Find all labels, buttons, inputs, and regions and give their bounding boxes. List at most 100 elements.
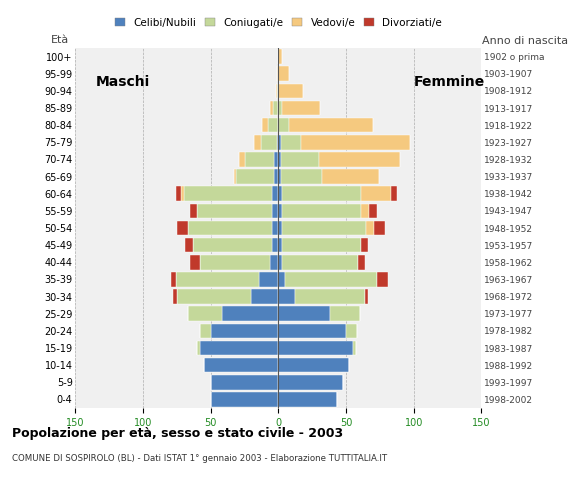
Bar [281, 135, 302, 150]
Bar [278, 272, 285, 287]
Bar [281, 152, 319, 167]
Bar [367, 221, 375, 235]
Bar [278, 341, 353, 355]
Bar [211, 392, 278, 407]
Bar [204, 358, 278, 372]
Text: Femmine: Femmine [414, 75, 485, 89]
Bar [282, 255, 358, 270]
Bar [277, 84, 278, 98]
Bar [353, 341, 356, 355]
Bar [259, 272, 278, 287]
Bar [285, 272, 377, 287]
Bar [237, 169, 274, 184]
Bar [197, 204, 271, 218]
Bar [295, 289, 365, 304]
Bar [277, 66, 278, 81]
Bar [190, 255, 200, 270]
Bar [197, 341, 200, 355]
Bar [302, 135, 409, 150]
Bar [181, 186, 184, 201]
Bar [245, 152, 274, 167]
Bar [267, 118, 278, 132]
Bar [185, 238, 193, 252]
Bar [200, 341, 278, 355]
Bar [282, 204, 361, 218]
Bar [273, 101, 278, 115]
Bar [211, 375, 278, 390]
Bar [276, 84, 277, 98]
Bar [278, 375, 343, 390]
Bar [278, 204, 282, 218]
Bar [282, 221, 367, 235]
Bar [251, 289, 278, 304]
Bar [184, 186, 271, 201]
Bar [289, 118, 373, 132]
Bar [278, 392, 336, 407]
Bar [211, 324, 278, 338]
Bar [222, 306, 278, 321]
Bar [365, 289, 368, 304]
Bar [391, 186, 397, 201]
Bar [361, 238, 368, 252]
Bar [361, 204, 369, 218]
Bar [271, 204, 278, 218]
Bar [322, 169, 379, 184]
Bar [282, 238, 361, 252]
Bar [361, 186, 391, 201]
Bar [278, 84, 303, 98]
Text: COMUNE DI SOSPIROLO (BL) - Dati ISTAT 1° gennaio 2003 - Elaborazione TUTTITALIA.: COMUNE DI SOSPIROLO (BL) - Dati ISTAT 1°… [12, 454, 387, 463]
Bar [271, 186, 278, 201]
Text: Popolazione per età, sesso e stato civile - 2003: Popolazione per età, sesso e stato civil… [12, 427, 343, 440]
Bar [271, 221, 278, 235]
Bar [278, 324, 346, 338]
Bar [177, 221, 188, 235]
Bar [278, 221, 282, 235]
Bar [369, 204, 377, 218]
Bar [274, 169, 278, 184]
Bar [239, 152, 245, 167]
Bar [200, 324, 211, 338]
Bar [193, 238, 271, 252]
Bar [234, 169, 237, 184]
Bar [358, 255, 365, 270]
Bar [177, 289, 251, 304]
Bar [330, 306, 360, 321]
Bar [274, 152, 278, 167]
Bar [278, 101, 282, 115]
Bar [176, 186, 181, 201]
Bar [278, 118, 289, 132]
Bar [278, 135, 281, 150]
Bar [281, 169, 322, 184]
Bar [346, 324, 357, 338]
Bar [172, 272, 176, 287]
Bar [271, 238, 278, 252]
Bar [278, 152, 281, 167]
Bar [261, 135, 277, 150]
Bar [254, 135, 261, 150]
Bar [278, 169, 281, 184]
Bar [270, 255, 278, 270]
Bar [190, 204, 197, 218]
Bar [278, 255, 282, 270]
Bar [278, 49, 282, 64]
Bar [270, 101, 273, 115]
Bar [319, 152, 400, 167]
Bar [278, 289, 295, 304]
Bar [176, 272, 259, 287]
Bar [262, 118, 267, 132]
Bar [173, 289, 177, 304]
Legend: Celibi/Nubili, Coniugati/e, Vedovi/e, Divorziati/e: Celibi/Nubili, Coniugati/e, Vedovi/e, Di… [111, 13, 446, 32]
Bar [377, 272, 388, 287]
Bar [375, 221, 385, 235]
Bar [278, 238, 282, 252]
Bar [188, 306, 222, 321]
Bar [277, 135, 278, 150]
Bar [188, 221, 271, 235]
Bar [278, 186, 282, 201]
Text: Anno di nascita: Anno di nascita [483, 36, 568, 46]
Bar [278, 66, 289, 81]
Text: Età: Età [50, 35, 68, 45]
Text: Maschi: Maschi [96, 75, 150, 89]
Bar [200, 255, 270, 270]
Bar [278, 358, 349, 372]
